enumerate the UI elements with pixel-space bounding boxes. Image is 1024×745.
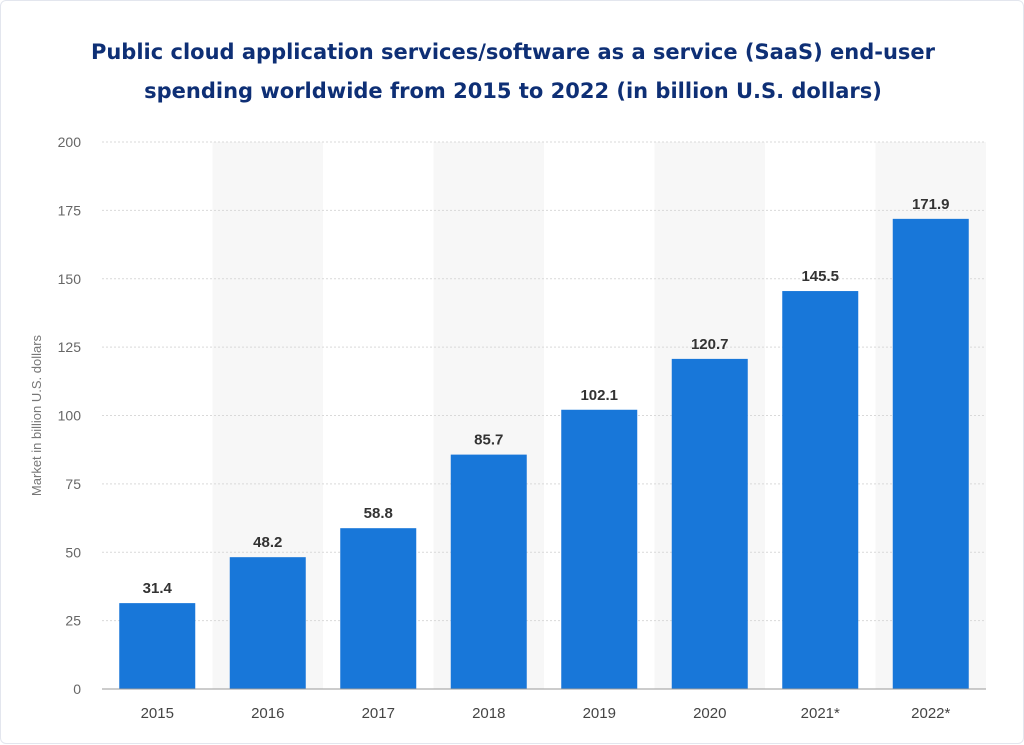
bar	[340, 528, 417, 689]
x-tick-label: 2021*	[801, 705, 840, 722]
x-tick-label: 2019	[583, 705, 616, 722]
x-tick-label: 2020	[693, 705, 726, 722]
x-tick-label: 2022*	[911, 705, 950, 722]
value-label: 102.1	[580, 387, 618, 404]
value-labels: 31.4 48.2 58.8 85.7 102.1 120.7 145.5 171.9	[143, 196, 950, 597]
bar	[119, 603, 196, 689]
value-label: 120.7	[691, 336, 729, 353]
y-axis-title: Market in billion U.S. dollars	[29, 334, 44, 496]
value-label: 58.8	[364, 505, 393, 522]
y-tick-label: 125	[58, 339, 82, 355]
y-axis-ticks: 0 25 50 75 100 125 150 175 200	[58, 134, 82, 697]
y-tick-label: 200	[58, 134, 82, 150]
value-label: 85.7	[474, 432, 503, 449]
chart-title: Public cloud application services/softwa…	[90, 40, 936, 103]
x-axis-ticks: 2015 2016 2017 2018 2019 2020 2021* 2022*	[141, 705, 951, 722]
y-tick-label: 150	[58, 271, 82, 287]
x-tick-label: 2015	[141, 705, 174, 722]
value-label: 48.2	[253, 534, 282, 551]
y-tick-label: 50	[65, 544, 81, 560]
y-tick-label: 100	[58, 408, 82, 424]
value-label: 145.5	[801, 268, 839, 285]
x-tick-label: 2016	[251, 705, 284, 722]
bars	[119, 218, 969, 689]
bar	[561, 409, 638, 689]
value-label: 171.9	[912, 196, 950, 213]
bar	[892, 218, 969, 689]
y-tick-label: 75	[65, 476, 81, 492]
bar	[671, 358, 748, 689]
y-tick-label: 25	[65, 613, 81, 629]
value-label: 31.4	[143, 580, 173, 597]
bar	[450, 454, 527, 689]
x-tick-label: 2018	[472, 705, 505, 722]
y-tick-label: 175	[58, 202, 82, 218]
bar	[229, 557, 306, 689]
x-tick-label: 2017	[362, 705, 395, 722]
y-tick-label: 0	[73, 681, 81, 697]
bar	[782, 291, 859, 689]
